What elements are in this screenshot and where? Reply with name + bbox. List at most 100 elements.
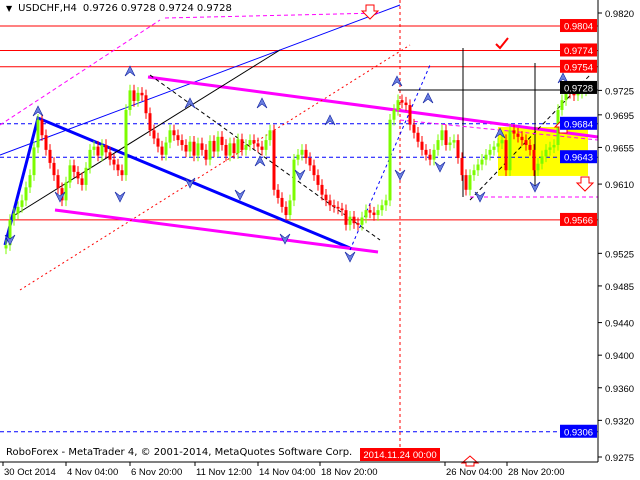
level-label-bg [560,116,597,130]
sell-arrow-icon [360,4,380,20]
candle-body [492,146,496,150]
candle-body [264,140,268,150]
candle-body [432,149,436,160]
candle-body [52,162,56,176]
candle-body [216,136,220,152]
candle-body [480,159,484,165]
trend-line-red-dotted [19,44,411,291]
candle-body [440,130,444,141]
candle-body [372,212,376,216]
candle-body [16,206,20,214]
candle-body [176,135,180,141]
candle-body [536,163,540,171]
fractal-down-icon [54,191,66,203]
fractal-up-icon [32,105,44,117]
candle-body [384,200,388,206]
channel-top [147,75,599,139]
candle-body [408,105,412,125]
candle-body [448,142,452,145]
fractal-down-icon [279,233,291,245]
level-label-bg [560,424,597,438]
candle-body [576,92,580,96]
candle-body [152,130,156,139]
level-labels: 0.9804 0.9774 0.9754 0.9684 0.9643 0.9566 0.93… [560,19,597,438]
candle-body [288,200,292,216]
channel-bottom [54,208,379,254]
fractal-down-icon [234,189,246,201]
candle-body [168,130,172,143]
current-price-label: 0.9728 [564,83,593,94]
fractal-up-icon [391,75,403,87]
level-label-bg [560,59,597,73]
candle-body [140,92,144,96]
candle-body [284,206,288,216]
candle-body [468,175,472,190]
time-tick-label: 18 Nov 20:00 [321,467,378,478]
candle-body [324,194,328,201]
candle-body [144,95,148,114]
candle-body [420,141,424,150]
symbol-label: USDCHF,H4 [18,3,77,14]
price-tick-label: 0.9525 [605,249,634,260]
candle-body [4,245,8,249]
price-tick-label: 0.9820 [605,9,634,20]
candle-body [508,130,512,171]
fractal-markers [4,65,569,263]
candle-body [540,156,544,164]
candle-body [340,208,344,211]
candle-body [236,139,240,154]
candle-body [192,141,196,156]
fractal-down-icon [114,191,126,203]
cursor-time-bg [360,448,440,461]
candle-body [316,175,320,185]
candle-body [120,170,124,176]
candle-body [360,217,364,225]
candle-body [212,140,216,152]
candle-body [200,143,204,150]
candle-body [24,187,28,201]
time-tick-label: 30 Oct 2014 [4,467,56,478]
candle-body [36,119,40,148]
ohlc-open: 0.9726 [82,3,118,14]
candle-body [496,143,500,147]
trend-line-black-dashed-2 [469,74,591,201]
cursor-time-label: 2014.11.24 00:00 [363,450,436,461]
candle-body [96,146,100,156]
price-tick-label: 0.9610 [605,180,634,191]
candle-body [64,182,68,201]
candle-body [304,149,308,159]
time-tick-label: 28 Nov 20:00 [508,467,565,478]
candle-body [204,149,208,160]
current-price-bg [560,80,597,94]
candle-body [404,102,408,106]
candle-body [280,197,284,207]
collapse-triangle-icon[interactable]: ▼ [6,4,13,13]
ohlc-low: 0.9724 [158,3,194,14]
candle-body [300,149,304,155]
level-label-bg [560,19,597,33]
ohlc-high: 0.9728 [120,3,156,14]
candle-body [444,130,448,145]
candle-body [296,154,300,160]
candle-body [436,140,440,150]
candle-body [128,90,132,110]
candle-body [196,143,200,156]
fractal-up-icon [254,155,266,167]
candle-body [28,175,32,188]
price-tick-label: 0.9275 [605,453,634,464]
buy-arrow-icon [460,455,480,467]
chart-header: ▼ USDCHF,H4 0.9726 0.9728 0.9724 0.9728 [6,3,232,14]
candle-body [524,140,528,145]
fractal-up-icon [184,97,196,109]
price-tick-label: 0.9725 [605,86,634,97]
fractal-down-icon [294,169,306,181]
candle-body [232,143,236,154]
fractal-down-icon [474,191,486,203]
candle-body [460,158,464,176]
candle-body [560,100,564,110]
candle-body [400,100,404,103]
candle-body [92,146,96,150]
candle-body [424,149,428,155]
level-label: 0.9774 [564,46,593,57]
